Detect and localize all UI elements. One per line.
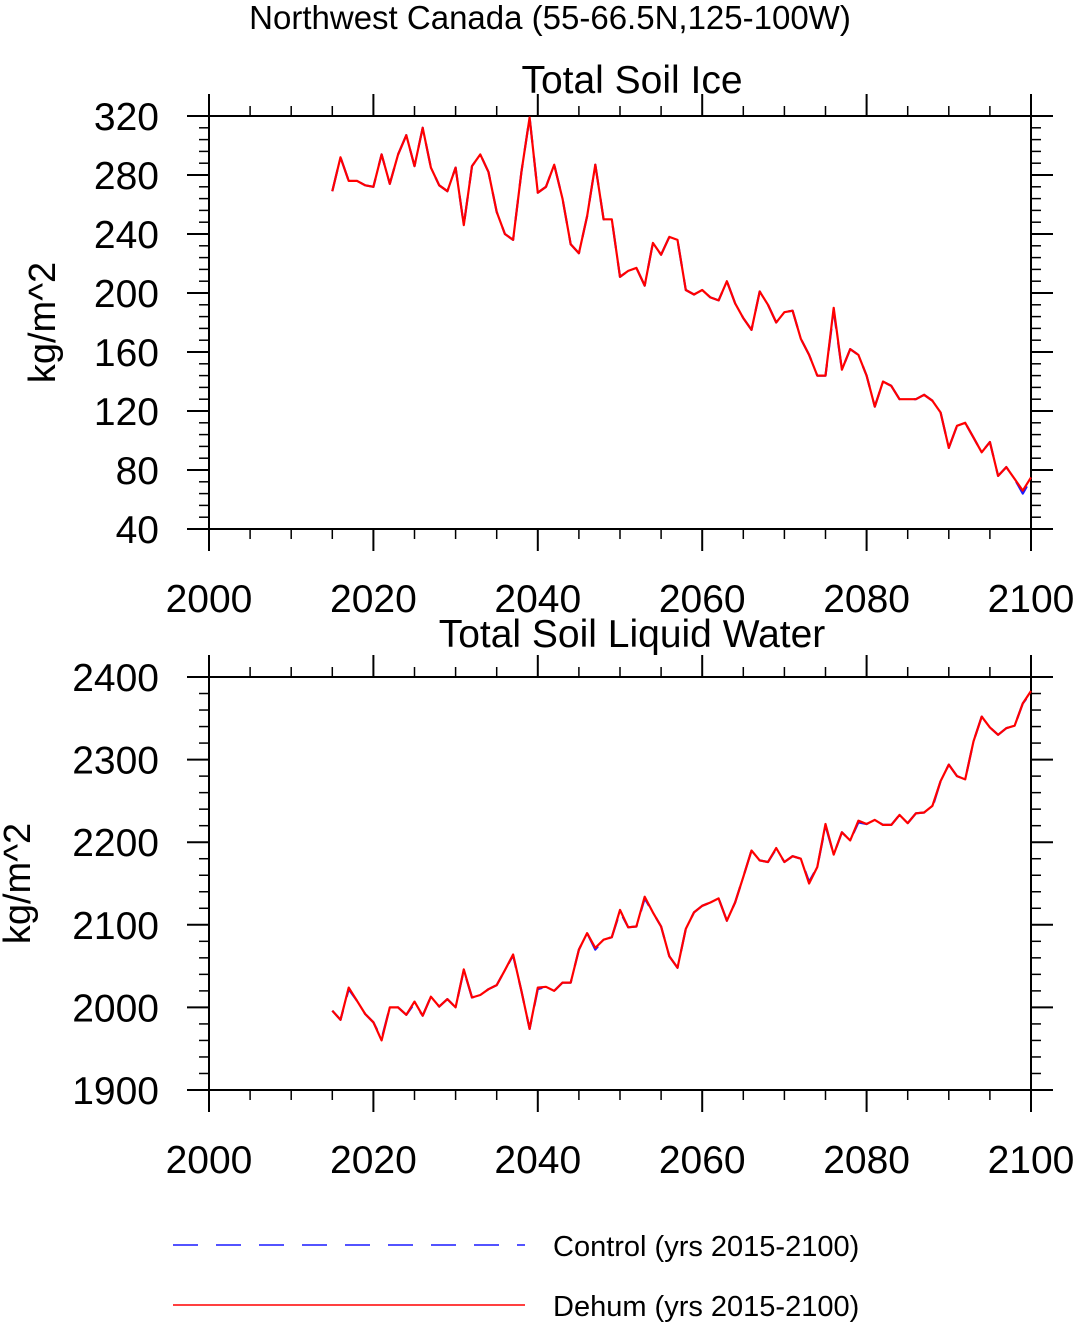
x-tick-label: 2080	[823, 1139, 910, 1182]
panel-total-soil-ice: Total Soil Ice kg/m^2 2000 2020 2040 2060 2080…	[22, 59, 1074, 621]
chart-title: Total Soil Liquid Water	[439, 613, 826, 656]
x-tick-label: 2020	[330, 578, 417, 621]
y-tick-label: 2000	[72, 987, 159, 1030]
y-tick-label: 320	[94, 96, 159, 139]
series-line-dehum	[331, 690, 1032, 1042]
series-line-dehum	[331, 116, 1032, 492]
series-line-control	[331, 692, 1032, 1040]
y-tick-label: 80	[116, 450, 159, 493]
y-tick-label: 280	[94, 155, 159, 198]
y-tick-label: 2100	[72, 905, 159, 948]
figure-suptitle: Northwest Canada (55-66.5N,125-100W)	[249, 0, 851, 36]
series-line-control	[331, 116, 1032, 495]
panel-total-soil-liquid-water: Total Soil Liquid Water kg/m^2 2000 2020 204…	[0, 613, 1074, 1182]
legend-label-control: Control (yrs 2015-2100)	[553, 1231, 859, 1263]
x-tick-label: 2020	[330, 1139, 417, 1182]
x-tick-label: 2080	[823, 578, 910, 621]
y-axis-label: kg/m^2	[0, 823, 39, 944]
y-tick-label: 40	[116, 509, 159, 552]
y-axis-label: kg/m^2	[22, 262, 64, 383]
x-tick-label: 2000	[166, 1139, 253, 1182]
x-tick-label: 2040	[494, 1139, 581, 1182]
y-tick-label: 2400	[72, 657, 159, 700]
plot-frame	[208, 115, 1032, 530]
y-tick-label: 240	[94, 214, 159, 257]
legend: Control (yrs 2015-2100) Dehum (yrs 2015-…	[173, 1231, 859, 1323]
x-tick-label: 2100	[988, 578, 1075, 621]
y-tick-label: 1900	[72, 1070, 159, 1113]
x-tick-label: 2040	[494, 578, 581, 621]
x-tick-label: 2060	[659, 1139, 746, 1182]
plot-frame	[208, 676, 1032, 1091]
legend-label-dehum: Dehum (yrs 2015-2100)	[553, 1291, 859, 1323]
y-tick-label: 200	[94, 273, 159, 316]
x-tick-label: 2060	[659, 578, 746, 621]
y-tick-label: 2200	[72, 822, 159, 865]
chart-title: Total Soil Ice	[521, 59, 742, 102]
y-tick-label: 160	[94, 332, 159, 375]
x-tick-label: 2100	[988, 1139, 1075, 1182]
y-tick-label: 2300	[72, 740, 159, 783]
y-tick-label: 120	[94, 391, 159, 434]
x-tick-label: 2000	[166, 578, 253, 621]
